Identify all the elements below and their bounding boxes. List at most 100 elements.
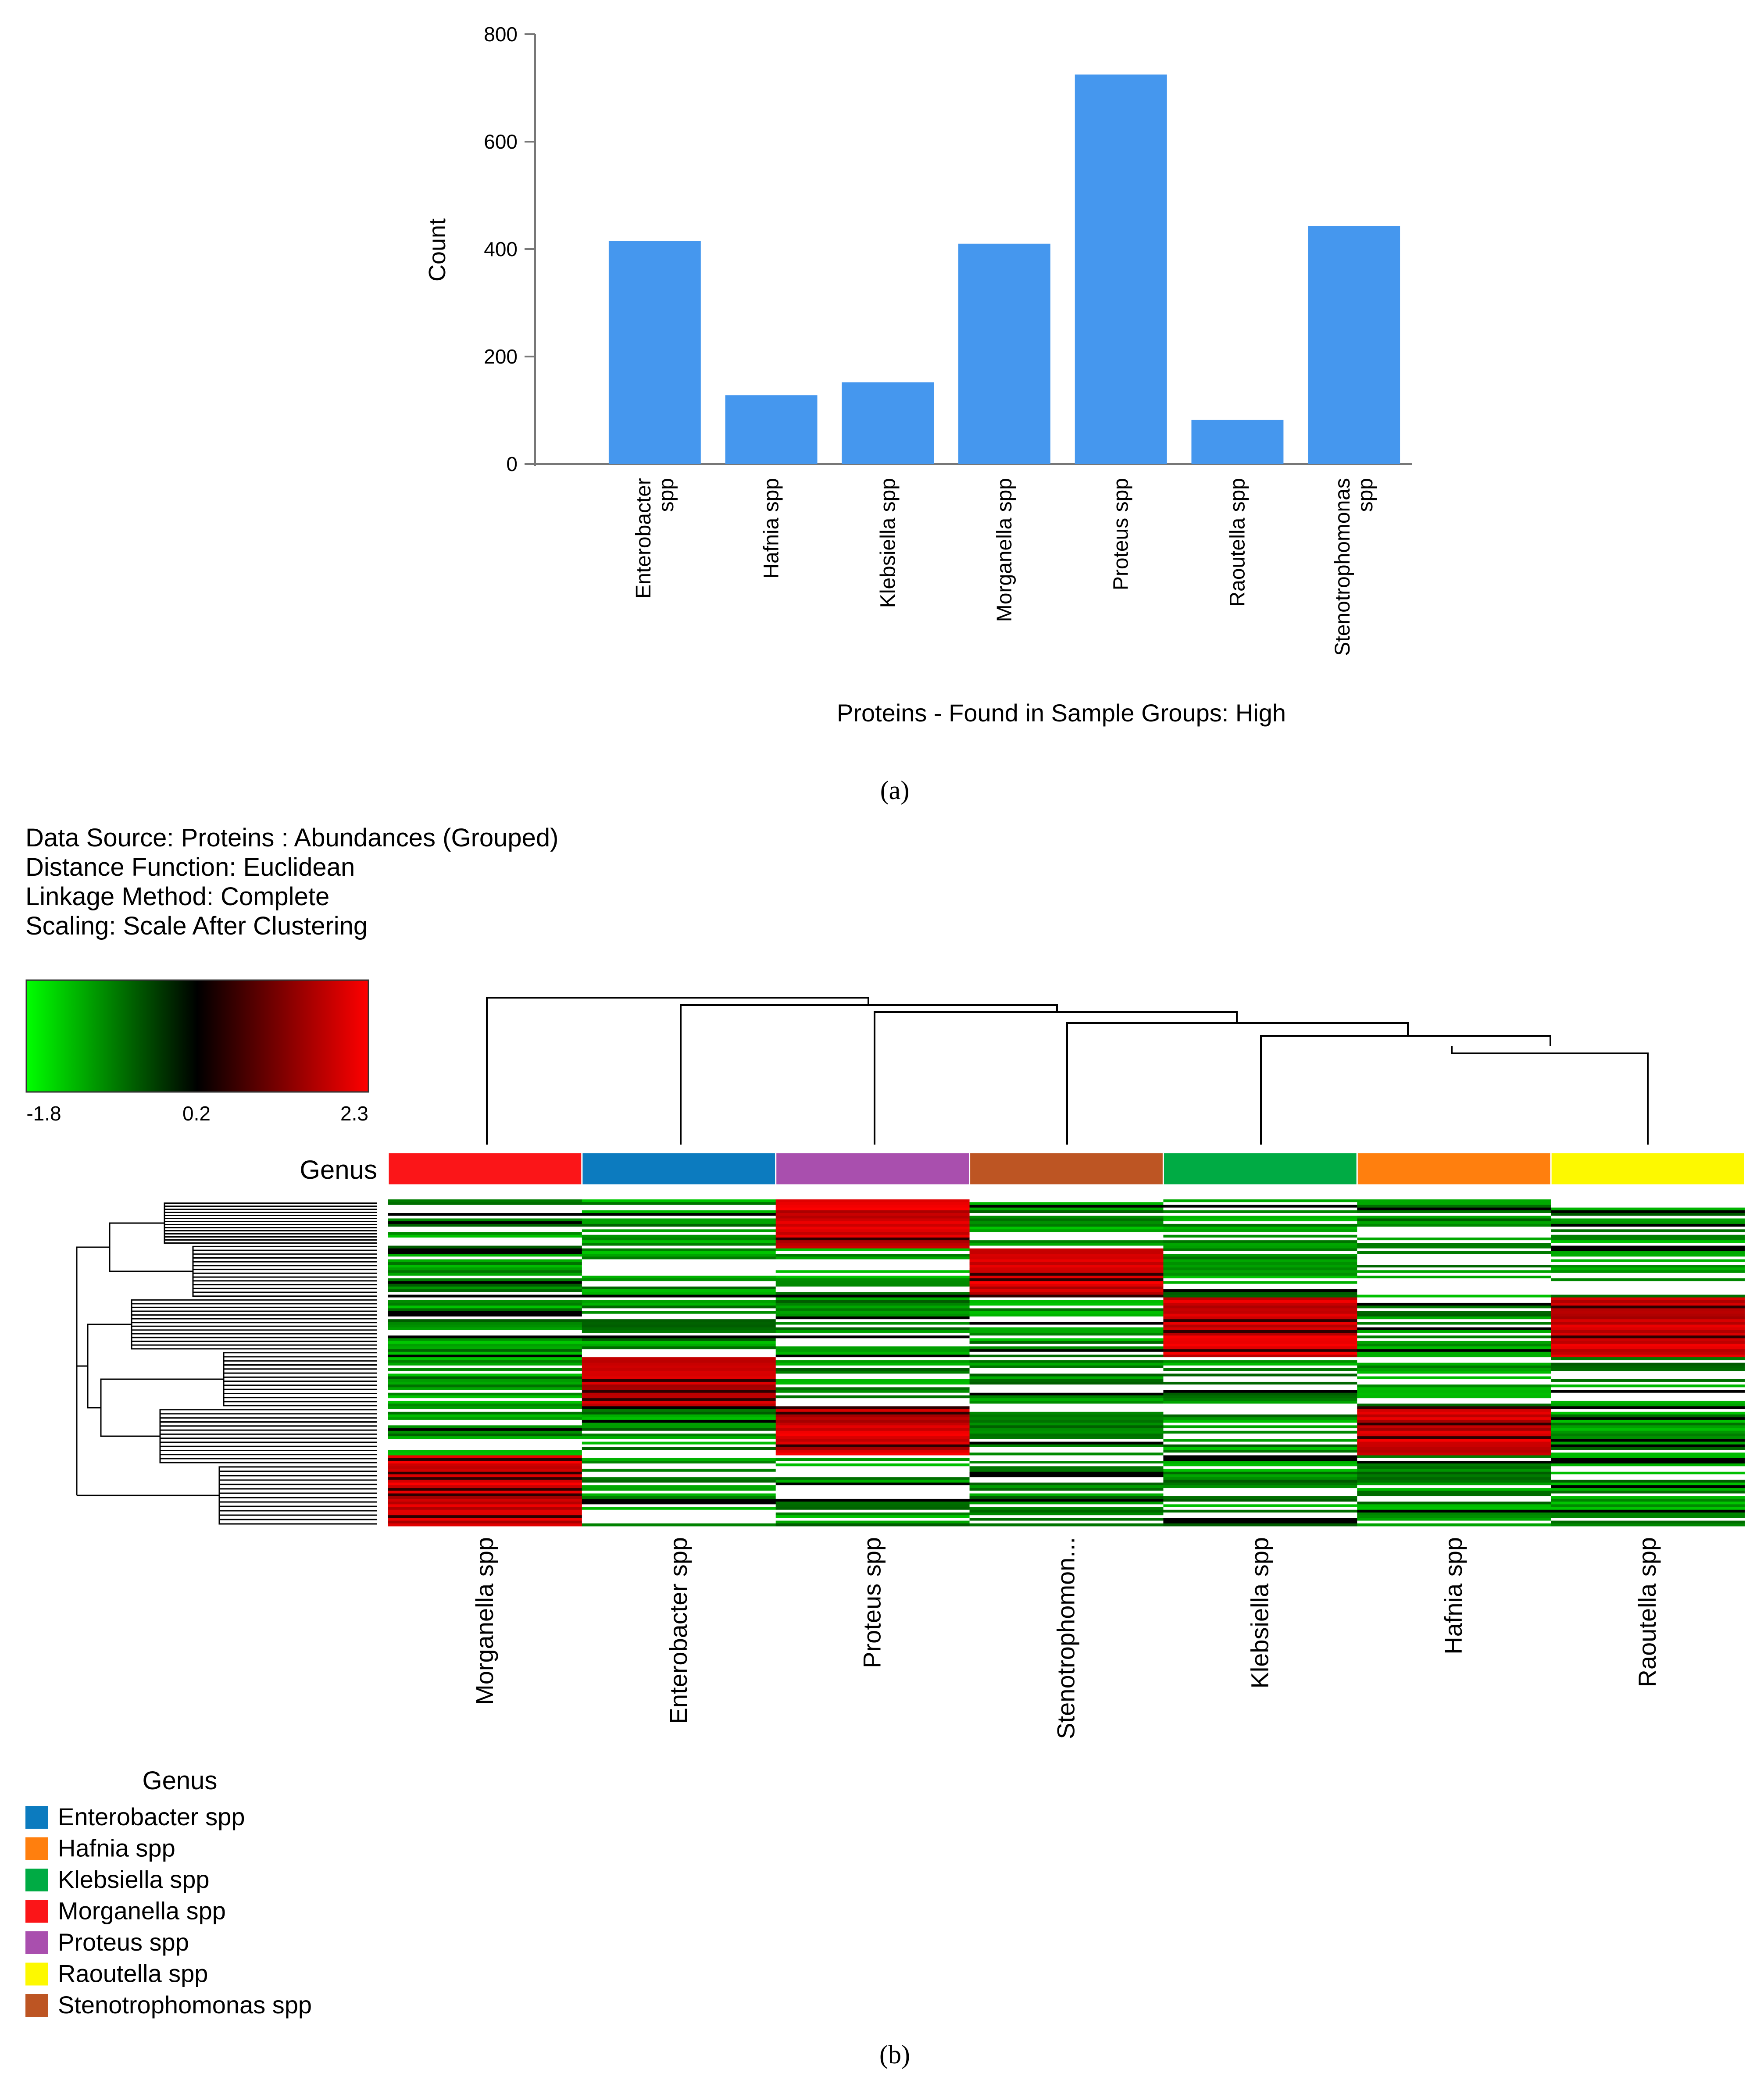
row-dendrogram-branch bbox=[192, 1271, 377, 1297]
heatmap-cell bbox=[582, 1379, 776, 1382]
heatmap-cell bbox=[775, 1344, 970, 1347]
heatmap-cell bbox=[1357, 1477, 1551, 1480]
row-dendrogram-branch bbox=[223, 1356, 377, 1379]
heatmap-cell bbox=[582, 1515, 776, 1518]
heatmap-cell bbox=[1357, 1482, 1551, 1486]
heatmap-cell bbox=[388, 1458, 582, 1461]
heatmap-cell bbox=[582, 1302, 776, 1306]
heatmap-cell bbox=[969, 1477, 1164, 1480]
heatmap-cell bbox=[969, 1295, 1164, 1298]
legend-label: Morganella spp bbox=[58, 1897, 226, 1925]
heatmap-cell bbox=[775, 1471, 970, 1475]
heatmap-cell bbox=[775, 1346, 970, 1349]
heatmap-cell bbox=[1163, 1319, 1357, 1322]
heatmap-cell bbox=[1163, 1278, 1357, 1281]
heatmap-cell bbox=[1551, 1412, 1745, 1415]
heatmap-cell bbox=[1551, 1496, 1745, 1499]
x-tick-label: Hafnia spp bbox=[760, 478, 783, 578]
heatmap-cell bbox=[775, 1229, 970, 1232]
heatmap-cell bbox=[388, 1227, 582, 1230]
heatmap-cell bbox=[1163, 1409, 1357, 1412]
heatmap-cell bbox=[582, 1398, 776, 1401]
heatmap-cell bbox=[388, 1384, 582, 1388]
heatmap-cell bbox=[582, 1493, 776, 1497]
heatmap-cell bbox=[969, 1491, 1164, 1494]
heatmap-cell bbox=[969, 1414, 1164, 1418]
heatmap-cell bbox=[1357, 1243, 1551, 1246]
heatmap-cell bbox=[582, 1286, 776, 1290]
x-tick-label-line: Proteus spp bbox=[1110, 478, 1133, 590]
heatmap-cell bbox=[1163, 1401, 1357, 1404]
heatmap-cell bbox=[1357, 1335, 1551, 1339]
heatmap-cell bbox=[1163, 1327, 1357, 1331]
heatmap-cell bbox=[969, 1436, 1164, 1439]
heatmap-cell bbox=[1551, 1251, 1745, 1254]
heatmap-cell bbox=[775, 1284, 970, 1287]
heatmap-cell bbox=[582, 1352, 776, 1355]
row-dendrogram-branch bbox=[192, 1269, 377, 1271]
heatmap-cell bbox=[388, 1234, 582, 1238]
heatmap-cell bbox=[1163, 1455, 1357, 1459]
heatmap-cell bbox=[969, 1324, 1164, 1328]
heatmap-cell bbox=[775, 1469, 970, 1472]
heatmap-cell bbox=[1163, 1520, 1357, 1524]
heatmap-cell bbox=[775, 1371, 970, 1374]
heatmap-cell bbox=[1357, 1229, 1551, 1232]
row-dendrogram-branch bbox=[192, 1271, 377, 1293]
heatmap-cell bbox=[969, 1373, 1164, 1377]
heatmap-cell bbox=[969, 1463, 1164, 1466]
heatmap-cell bbox=[388, 1469, 582, 1472]
heatmap-cell bbox=[969, 1227, 1164, 1230]
heatmap-cell bbox=[582, 1480, 776, 1483]
heatmap-cell bbox=[388, 1504, 582, 1508]
heatmap-cell bbox=[1551, 1281, 1745, 1284]
bar bbox=[1075, 74, 1167, 464]
heatmap-cell bbox=[1551, 1265, 1745, 1268]
heatmap-cell bbox=[1163, 1452, 1357, 1456]
colorbar-min-label: -1.8 bbox=[26, 1102, 61, 1125]
genus-cell bbox=[1356, 1152, 1552, 1186]
heatmap-cell bbox=[582, 1461, 776, 1464]
heatmap-cell bbox=[775, 1216, 970, 1219]
heatmap-cell bbox=[388, 1199, 582, 1202]
heatmap-cell bbox=[388, 1297, 582, 1301]
column-label: Stenotrophomon... bbox=[1052, 1537, 1080, 1739]
heatmap-cell bbox=[388, 1433, 582, 1437]
heatmap-cell bbox=[1551, 1224, 1745, 1227]
x-tick-label-line: Hafnia spp bbox=[760, 478, 783, 578]
heatmap-cell bbox=[582, 1295, 776, 1298]
heatmap-cell bbox=[1163, 1368, 1357, 1371]
heatmap-cell bbox=[1551, 1240, 1745, 1243]
heatmap-cell bbox=[1357, 1354, 1551, 1358]
heatmap-cell bbox=[582, 1371, 776, 1374]
heatmap-cell bbox=[1357, 1302, 1551, 1306]
heatmap-cell bbox=[969, 1327, 1164, 1331]
heatmap-cell bbox=[1163, 1428, 1357, 1431]
heatmap-cell bbox=[1163, 1412, 1357, 1415]
heatmap-cell bbox=[775, 1289, 970, 1292]
heatmap-cell bbox=[582, 1509, 776, 1513]
heatmap-cell bbox=[775, 1227, 970, 1230]
heatmap-cell bbox=[1357, 1313, 1551, 1317]
x-tick-label-line: spp bbox=[655, 478, 678, 512]
heatmap-cell bbox=[1163, 1439, 1357, 1442]
heatmap-cell bbox=[775, 1392, 970, 1396]
row-dendrogram-branch bbox=[192, 1249, 377, 1271]
heatmap-cell bbox=[775, 1295, 970, 1298]
heatmap-cell bbox=[1163, 1474, 1357, 1477]
legend-swatch bbox=[25, 1900, 48, 1923]
heatmap-cell bbox=[775, 1221, 970, 1224]
heatmap-cell bbox=[1551, 1441, 1745, 1445]
heatmap-cell bbox=[969, 1297, 1164, 1301]
heatmap-cell bbox=[775, 1523, 970, 1527]
heatmap-cell bbox=[775, 1474, 970, 1477]
heatmap-cell bbox=[775, 1245, 970, 1249]
heatmap-cell bbox=[1357, 1205, 1551, 1208]
heatmap-cell bbox=[388, 1259, 582, 1263]
heatmap-cell bbox=[775, 1485, 970, 1488]
heatmap-cell bbox=[1357, 1237, 1551, 1241]
heatmap-cell bbox=[388, 1248, 582, 1252]
heatmap-cell bbox=[1163, 1275, 1357, 1279]
heatmap-cell bbox=[388, 1354, 582, 1358]
genus-row-label: Genus bbox=[300, 1155, 377, 1184]
